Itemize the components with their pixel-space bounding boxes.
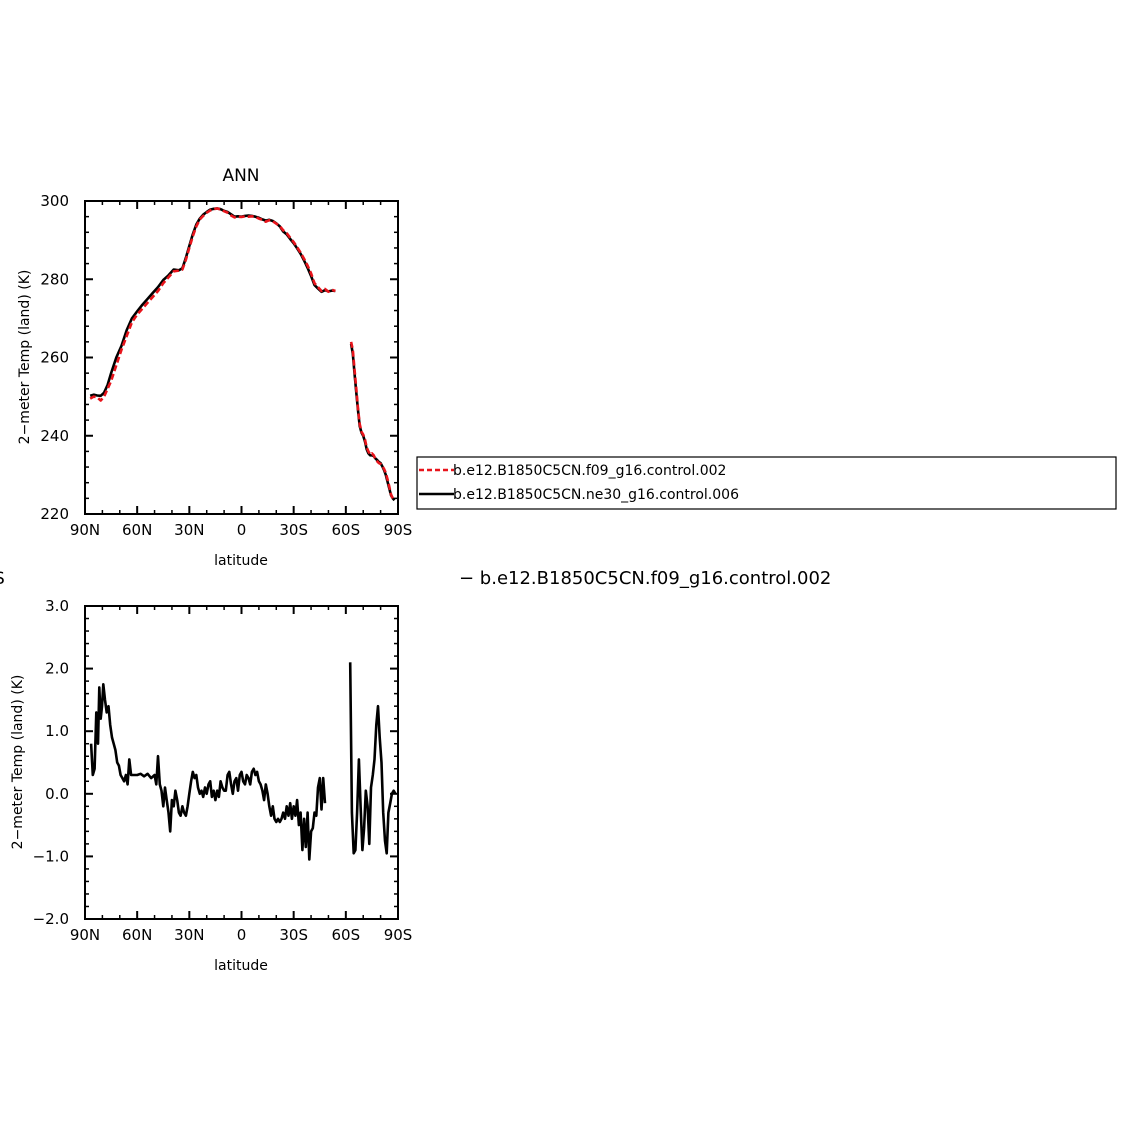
- x-tick-label: 0: [237, 521, 247, 539]
- series-line-black: [89, 683, 327, 861]
- y-axis-label: 2−meter Temp (land) (K): [10, 675, 26, 850]
- series-group: [89, 662, 397, 861]
- legend-entry-label: b.e12.B1850C5CN.f09_g16.control.002: [453, 463, 726, 479]
- series-line-red-dashed: [349, 341, 396, 502]
- x-tick-label: 60S: [332, 521, 361, 539]
- plot-frame: [84, 200, 399, 515]
- x-tick-label: 90N: [70, 926, 100, 944]
- y-tick-label: −1.0: [33, 847, 69, 865]
- y-tick-label: 1.0: [45, 722, 69, 740]
- legend: b.e12.B1850C5CN.f09_g16.control.002 b.e1…: [416, 456, 1117, 510]
- y-tick-label: 260: [40, 349, 69, 367]
- x-tick-label: 90S: [384, 926, 413, 944]
- x-tick-label: 60N: [122, 521, 152, 539]
- axis-ticks: 90N 60N 30N 0 30S 60S 90S 220 240 260 280 300: [40, 192, 412, 539]
- y-tick-label: 240: [40, 427, 69, 445]
- panel-temperature-difference: 90N 60N 30N 0 30S 60S 90S−2.0−1.00.01.02.03.0 …: [10, 597, 412, 974]
- x-tick-label: 90N: [70, 521, 100, 539]
- series-line-black: [89, 207, 336, 398]
- difference-caption: − b.e12.B1850C5CN.f09_g16.control.002: [459, 568, 831, 589]
- x-axis-label: latitude: [214, 553, 268, 569]
- x-tick-label: 30N: [174, 521, 204, 539]
- x-tick-label: 0: [237, 926, 247, 944]
- legend-frame: [416, 456, 1117, 510]
- x-tick-label: 90S: [384, 521, 413, 539]
- y-axis-label: 2−meter Temp (land) (K): [17, 270, 33, 445]
- edge-fragment-text: S: [0, 569, 5, 589]
- y-tick-label: 2.0: [45, 660, 69, 678]
- y-tick-label: 220: [40, 505, 69, 523]
- chart-title: ANN: [222, 166, 259, 186]
- x-tick-label: 30N: [174, 926, 204, 944]
- x-tick-label: 60S: [332, 926, 361, 944]
- x-tick-label: 30S: [279, 521, 308, 539]
- y-tick-label: 300: [40, 192, 69, 210]
- x-tick-label: 30S: [279, 926, 308, 944]
- y-tick-label: −2.0: [33, 910, 69, 928]
- y-tick-label: 280: [40, 270, 69, 288]
- y-tick-label: 0.0: [45, 785, 69, 803]
- series-line-red-dashed: [89, 207, 336, 402]
- legend-entry-label: b.e12.B1850C5CN.ne30_g16.control.006: [453, 487, 739, 503]
- x-tick-label: 60N: [122, 926, 152, 944]
- series-line-black: [348, 662, 397, 855]
- panel-mean-temperature: ANN 90N 60N 30N 0 30S 60S 90S 220 240 260 280 300 l…: [17, 166, 412, 569]
- x-axis-label: latitude: [214, 958, 268, 974]
- series-group: [89, 207, 396, 502]
- axis-ticks: 90N 60N 30N 0 30S 60S 90S −2.0 −1.0 0.0 1.0 2.0 3.0: [33, 597, 413, 944]
- y-tick-label: 3.0: [45, 597, 69, 615]
